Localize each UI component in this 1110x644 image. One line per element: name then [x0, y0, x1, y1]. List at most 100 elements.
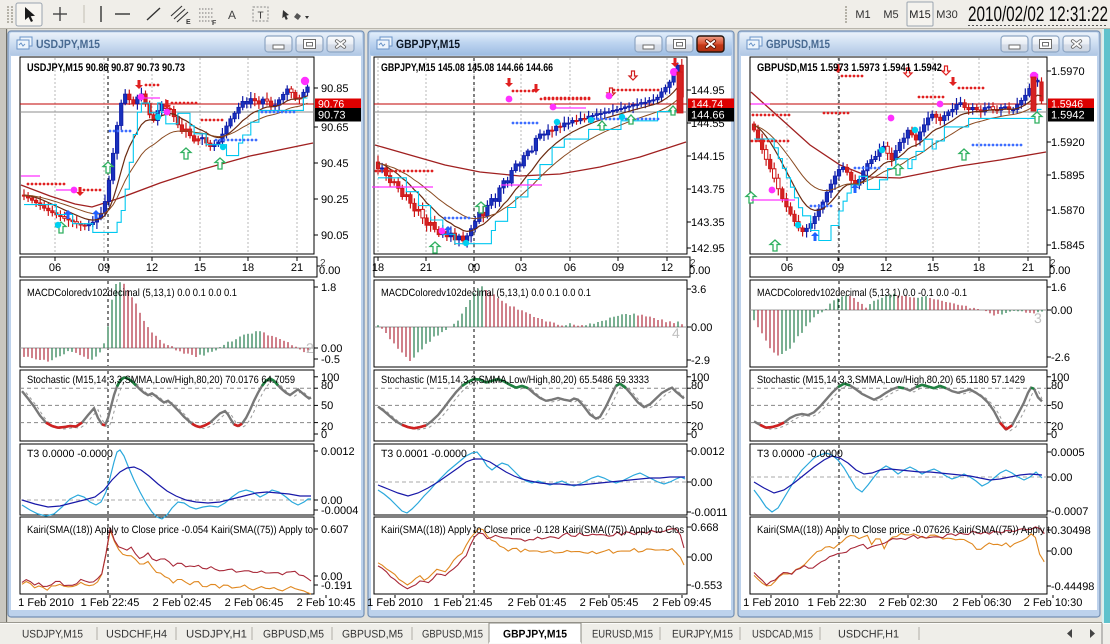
- svg-text:0.00: 0.00: [691, 477, 712, 489]
- svg-text:2 Feb 06:45: 2 Feb 06:45: [225, 597, 284, 609]
- svg-text:20: 20: [321, 421, 333, 433]
- svg-text:-0.0004: -0.0004: [321, 505, 358, 517]
- svg-text:100: 100: [691, 372, 709, 384]
- svg-text:EURJPY,M15: EURJPY,M15: [672, 629, 733, 641]
- svg-text:0.00: 0.00: [1051, 472, 1072, 484]
- svg-text:A: A: [228, 8, 236, 22]
- svg-text:USDJPY,M15 90.86 90.87 90.73: USDJPY,M15 90.86 90.87 90.73 90.73: [27, 62, 185, 74]
- svg-text:USDJPY,M15: USDJPY,M15: [22, 629, 83, 641]
- svg-text:2 Feb 05:45: 2 Feb 05:45: [580, 597, 639, 609]
- svg-text:F: F: [212, 20, 217, 27]
- svg-text:80: 80: [691, 380, 703, 392]
- svg-text:1.5942: 1.5942: [1051, 110, 1085, 122]
- svg-text:M1: M1: [855, 9, 870, 21]
- svg-text:90.45: 90.45: [321, 158, 349, 170]
- svg-text:06: 06: [781, 262, 793, 274]
- svg-text:0.00: 0.00: [1049, 265, 1070, 277]
- svg-text:2010/02/02 12:31:22: 2010/02/02 12:31:22: [968, 3, 1108, 26]
- svg-text:2: 2: [690, 258, 696, 269]
- svg-text:2: 2: [320, 258, 326, 269]
- svg-text:90.76: 90.76: [318, 99, 344, 111]
- svg-text:0.30498: 0.30498: [1051, 525, 1091, 537]
- svg-text:Stochastic (M15,14,3,3,SMMA,Lo: Stochastic (M15,14,3,3,SMMA,Low/High,80,…: [757, 374, 1025, 386]
- svg-text:0.00: 0.00: [689, 265, 710, 277]
- svg-text:USDJPY,M15: USDJPY,M15: [36, 37, 100, 51]
- svg-text:1 Feb 2010: 1 Feb 2010: [367, 597, 423, 609]
- svg-text:144.66: 144.66: [691, 110, 725, 122]
- svg-text:142.95: 142.95: [691, 243, 725, 255]
- svg-text:-0.0007: -0.0007: [1051, 506, 1088, 518]
- svg-text:1 Feb 21:45: 1 Feb 21:45: [434, 597, 493, 609]
- svg-text:90.05: 90.05: [321, 230, 349, 242]
- svg-text:1.5895: 1.5895: [1051, 170, 1085, 182]
- svg-text:1.5845: 1.5845: [1051, 240, 1085, 252]
- svg-text:1.5970: 1.5970: [1051, 66, 1085, 78]
- svg-text:2 Feb 09:45: 2 Feb 09:45: [653, 597, 712, 609]
- svg-text:100: 100: [1051, 372, 1069, 384]
- svg-text:90.73: 90.73: [318, 110, 346, 122]
- svg-text:1.6: 1.6: [1051, 282, 1066, 294]
- svg-text:12: 12: [880, 262, 892, 274]
- svg-text:144.95: 144.95: [691, 85, 725, 97]
- svg-text:M30: M30: [936, 9, 957, 21]
- svg-text:09: 09: [612, 262, 624, 274]
- svg-text:-0.0011: -0.0011: [691, 507, 728, 519]
- svg-text:Stochastic (M15,14,3,3,SMMA,Lo: Stochastic (M15,14,3,3,SMMA,Low/High,80,…: [381, 374, 649, 386]
- svg-text:0: 0: [691, 429, 697, 441]
- svg-text:06: 06: [49, 262, 61, 274]
- svg-text:1 Feb 2010: 1 Feb 2010: [743, 597, 799, 609]
- svg-text:50: 50: [1051, 400, 1063, 412]
- svg-text:USDJPY,H1: USDJPY,H1: [186, 629, 247, 641]
- svg-text:T: T: [257, 11, 263, 22]
- svg-text:90.65: 90.65: [321, 122, 349, 134]
- svg-text:1.5920: 1.5920: [1051, 137, 1085, 149]
- svg-text:21: 21: [1022, 262, 1034, 274]
- svg-text:3: 3: [1034, 310, 1042, 326]
- svg-text:2 Feb 02:45: 2 Feb 02:45: [153, 597, 212, 609]
- svg-text:50: 50: [321, 400, 333, 412]
- svg-text:0.0005: 0.0005: [1051, 447, 1085, 459]
- svg-text:T3 0.0000 -0.0000: T3 0.0000 -0.0000: [27, 448, 113, 460]
- svg-text:00: 00: [468, 262, 480, 274]
- svg-text:0.00: 0.00: [691, 322, 712, 334]
- svg-text:144.74: 144.74: [691, 99, 723, 111]
- svg-text:1 Feb 22:45: 1 Feb 22:45: [81, 597, 140, 609]
- svg-text:M15: M15: [909, 9, 930, 21]
- svg-text:-0.5: -0.5: [321, 354, 340, 366]
- svg-text:M5: M5: [883, 9, 898, 21]
- svg-text:0.00: 0.00: [1051, 546, 1072, 558]
- svg-text:MACDColoredv102decimal (5,13,1: MACDColoredv102decimal (5,13,1) 0.0 0.1 …: [381, 287, 591, 299]
- svg-text:80: 80: [1051, 380, 1063, 392]
- svg-text:-2.6: -2.6: [1051, 352, 1070, 364]
- svg-text:-0.191: -0.191: [321, 580, 352, 592]
- svg-text:2: 2: [306, 340, 314, 356]
- svg-text:GBPUSD,M15 1.5973 1.5973 1.59: GBPUSD,M15 1.5973 1.5973 1.5941 1.5942: [757, 62, 942, 74]
- svg-text:2 Feb 10:30: 2 Feb 10:30: [1024, 597, 1083, 609]
- svg-text:0: 0: [1051, 429, 1057, 441]
- svg-text:Kairi(SMA((18)) Apply to Close: Kairi(SMA((18)) Apply to Close price -0.…: [381, 524, 684, 536]
- svg-text:18: 18: [372, 262, 384, 274]
- svg-text:USDCHF,H4: USDCHF,H4: [106, 629, 167, 641]
- svg-text:1.5870: 1.5870: [1051, 205, 1085, 217]
- svg-text:0: 0: [321, 429, 327, 441]
- svg-text:21: 21: [420, 262, 432, 274]
- svg-text:0.00: 0.00: [321, 571, 342, 583]
- svg-text:80: 80: [321, 380, 333, 392]
- svg-text:0.668: 0.668: [691, 522, 719, 534]
- svg-text:T3 0.0001 -0.0000: T3 0.0001 -0.0000: [381, 448, 467, 460]
- svg-text:1.8: 1.8: [321, 282, 336, 294]
- svg-text:90.25: 90.25: [321, 194, 349, 206]
- svg-text:3.6: 3.6: [691, 284, 706, 296]
- svg-text:Stochastic (M15,14,3,3,SMMA,Lo: Stochastic (M15,14,3,3,SMMA,Low/High,80,…: [27, 374, 295, 386]
- svg-text:2 Feb 02:30: 2 Feb 02:30: [879, 597, 938, 609]
- svg-text:0.607: 0.607: [321, 524, 349, 536]
- svg-text:09: 09: [832, 262, 844, 274]
- svg-text:06: 06: [564, 262, 576, 274]
- svg-text:USDCAD,M15: USDCAD,M15: [752, 629, 813, 641]
- svg-text:-2.9: -2.9: [691, 355, 710, 367]
- svg-text:12: 12: [661, 262, 673, 274]
- svg-text:03: 03: [515, 262, 527, 274]
- svg-text:GBPJPY,M15 145.08 145.08 144.: GBPJPY,M15 145.08 145.08 144.66 144.66: [381, 62, 553, 74]
- svg-text:0.00: 0.00: [691, 552, 712, 564]
- svg-text:1 Feb 2010: 1 Feb 2010: [18, 597, 74, 609]
